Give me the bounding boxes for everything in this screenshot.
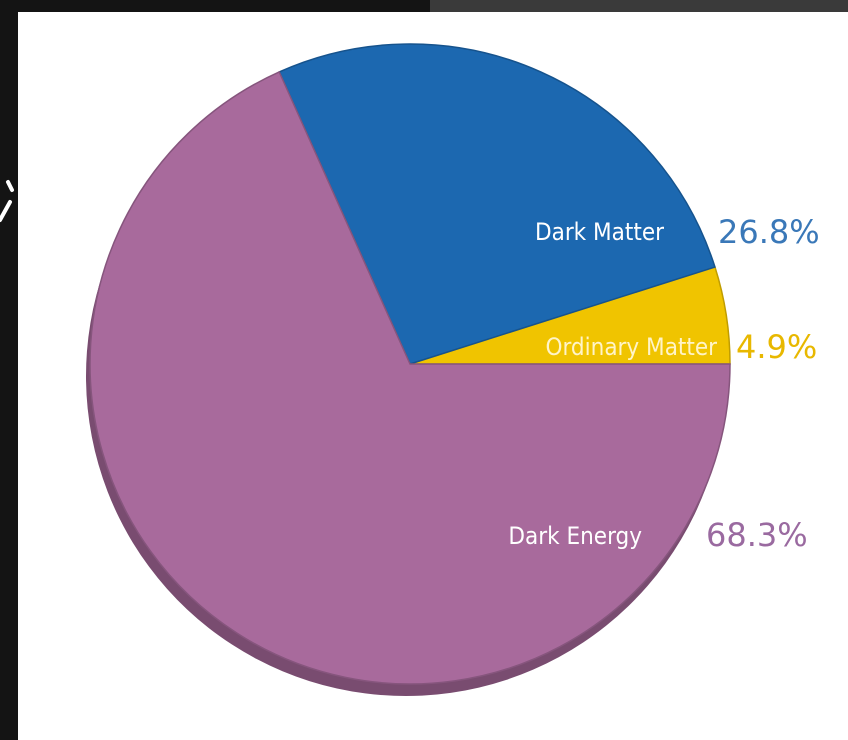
pie-slice-dark-matter — [278, 43, 716, 365]
pie-slices — [89, 43, 731, 685]
pie-labels: Dark Matter Ordinary Matter Dark Energy … — [508, 213, 819, 554]
slice-label-ordinary-matter: Ordinary Matter — [545, 333, 717, 361]
value-label-dark-energy: 68.3% — [706, 516, 808, 554]
slice-label-dark-energy: Dark Energy — [508, 522, 642, 550]
value-label-ordinary-matter: 4.9% — [736, 328, 817, 366]
slice-label-dark-matter: Dark Matter — [535, 218, 664, 246]
top-edge-bar — [430, 0, 848, 12]
value-label-dark-matter: 26.8% — [718, 213, 820, 251]
pie-slice-dark-energy — [89, 70, 731, 685]
partial-edge-glyph — [0, 180, 14, 222]
